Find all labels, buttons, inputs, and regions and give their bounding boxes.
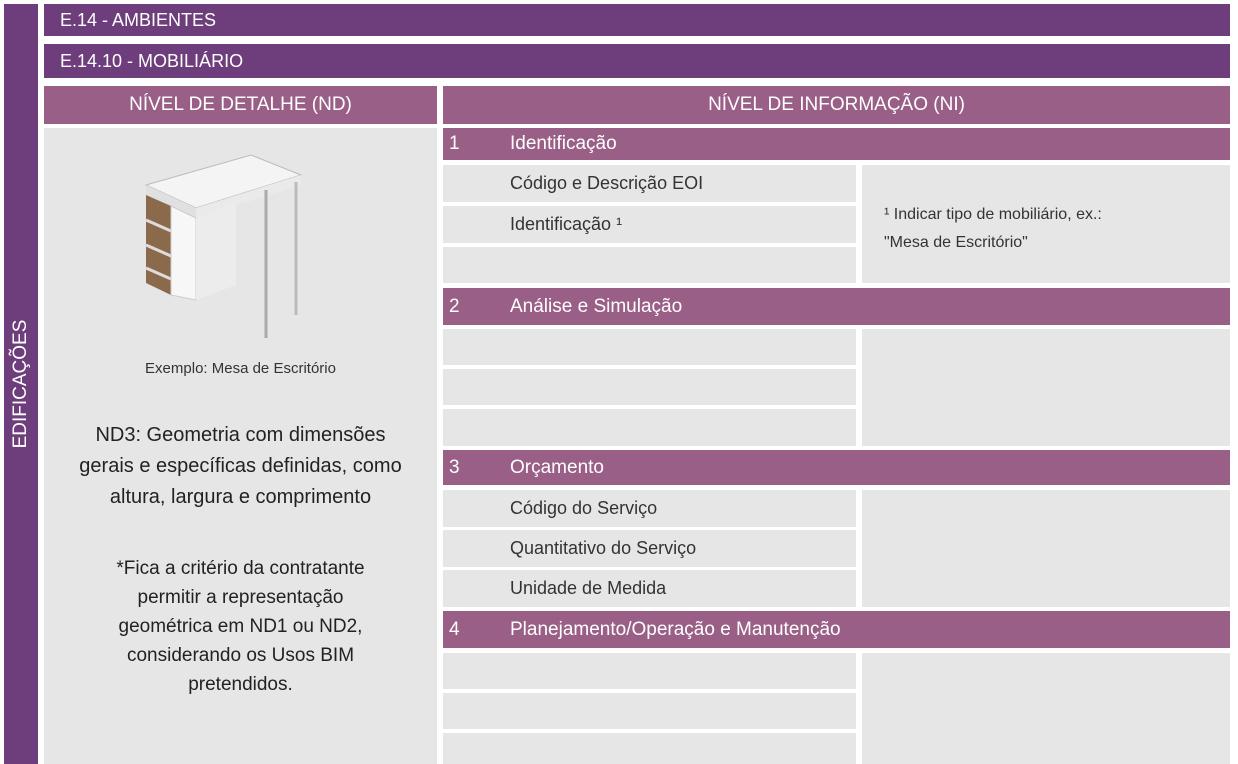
empty-row xyxy=(443,693,856,729)
category-bar: EDIFICAÇÕES xyxy=(4,4,38,764)
section-title: Análise e Simulação xyxy=(510,295,683,317)
section-bar: 2 Análise e Simulação xyxy=(443,288,1230,325)
note-box: ¹ Indicar tipo de mobiliário, ex.: "Mesa… xyxy=(862,165,1230,283)
item-row: Unidade de Medida xyxy=(443,570,856,607)
subtitle: E.14.10 - MOBILIÁRIO xyxy=(44,44,1230,78)
text-line: ND3: Geometria com dimensões xyxy=(95,424,386,446)
desk-image xyxy=(144,154,303,338)
section-bar: 3 Orçamento xyxy=(443,450,1230,485)
item-row: Quantitativo do Serviço xyxy=(443,530,856,567)
empty-row xyxy=(443,329,856,365)
note-box xyxy=(862,490,1230,607)
category-label: EDIFICAÇÕES xyxy=(10,319,31,449)
nd-header: NÍVEL DE DETALHE (ND) xyxy=(44,86,437,124)
section-title: Planejamento/Operação e Manutenção xyxy=(510,618,841,640)
title: E.14 - AMBIENTES xyxy=(44,4,1230,36)
section-bar: 4 Planejamento/Operação e Manutenção xyxy=(443,611,1230,648)
empty-row xyxy=(443,369,856,405)
text-line: permitir a representação xyxy=(137,587,344,608)
empty-row xyxy=(443,733,856,764)
item-row: Identificação ¹ xyxy=(443,206,856,243)
text-line: considerando os Usos BIM xyxy=(126,645,355,666)
text-line: geométrica em ND1 ou ND2, xyxy=(118,616,363,637)
caption: Exemplo: Mesa de Escritório xyxy=(145,360,336,377)
text-line: pretendidos. xyxy=(188,674,293,695)
empty-row xyxy=(443,247,856,283)
section-number: 2 xyxy=(449,295,460,317)
note-line: ¹ Indicar tipo de mobiliário, ex.: xyxy=(884,206,1102,223)
text-line: gerais e específicas definidas, como xyxy=(79,455,402,477)
note-line: "Mesa de Escritório" xyxy=(884,234,1028,251)
section-number: 4 xyxy=(449,618,460,640)
ni-header: NÍVEL DE INFORMAÇÃO (NI) xyxy=(443,86,1230,124)
item-row: Código do Serviço xyxy=(443,490,856,527)
description: ND3: Geometria com dimensões gerais e es… xyxy=(44,420,437,513)
empty-row xyxy=(443,409,856,446)
section-number: 1 xyxy=(449,133,460,154)
note-box xyxy=(862,329,1230,446)
section-title: Identificação xyxy=(510,133,617,154)
section-title: Orçamento xyxy=(510,456,604,478)
section-number: 3 xyxy=(449,456,460,478)
note: *Fica a critério da contratante permitir… xyxy=(44,554,437,699)
note-box xyxy=(862,653,1230,764)
text-line: *Fica a critério da contratante xyxy=(116,558,365,579)
empty-row xyxy=(443,653,856,689)
item-row: Código e Descrição EOI xyxy=(443,165,856,202)
nd-panel: Exemplo: Mesa de Escritório ND3: Geometr… xyxy=(44,128,437,764)
section-bar: 1 Identificação xyxy=(443,128,1230,160)
text-line: altura, largura e comprimento xyxy=(109,486,372,508)
